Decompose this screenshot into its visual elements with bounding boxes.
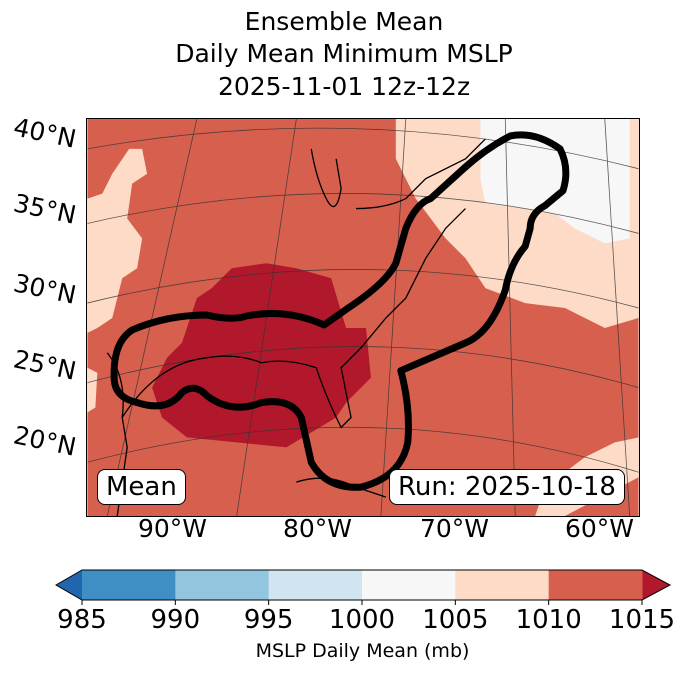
- colorbar-tick-label: 990: [150, 605, 201, 635]
- colorbar-extend-low: [56, 570, 82, 600]
- colorbar-tick-label: 995: [243, 605, 294, 635]
- lat-label-30: 30°N: [10, 268, 79, 310]
- colorbar-segment: [175, 570, 270, 600]
- colorbar-segment: [82, 570, 176, 600]
- colorbar-tick-label: 1000: [328, 605, 396, 635]
- lat-label-20: 20°N: [10, 420, 79, 462]
- colorbar-segment: [362, 570, 456, 600]
- field-white-northeast: [480, 119, 630, 244]
- colorbar-tick-label: 985: [57, 605, 107, 635]
- map-canvas: [87, 118, 639, 517]
- lon-label-80w: 80°W: [283, 514, 353, 543]
- lat-label-35: 35°N: [10, 188, 79, 230]
- contour-1010: [110, 131, 570, 491]
- lon-label-70w: 70°W: [420, 514, 490, 543]
- mean-label: Mean: [97, 469, 186, 505]
- field-light-west: [87, 148, 148, 333]
- colorbar-segment: [548, 570, 643, 600]
- map-panel: Mean Run: 2025-10-18: [86, 118, 640, 517]
- colorbar-tick-label: 1015: [608, 605, 676, 635]
- colorbar-label: MSLP Daily Mean (mb): [255, 640, 470, 662]
- run-date-label: Run: 2025-10-18: [389, 469, 625, 505]
- field-low-gulf: [152, 263, 371, 448]
- colorbar-extend-high: [642, 570, 670, 600]
- colorbar-segment: [268, 570, 363, 600]
- colorbar: [54, 569, 672, 605]
- title-line-2: Daily Mean Minimum MSLP: [175, 39, 513, 68]
- lat-label-25: 25°N: [10, 344, 79, 386]
- colorbar-tick-label: 1005: [422, 605, 489, 635]
- title-line-3: 2025-11-01 12z-12z: [217, 72, 471, 101]
- colorbar-tick-label: 1010: [515, 605, 582, 635]
- title-line-1: Ensemble Mean: [244, 7, 444, 36]
- lat-label-40: 40°N: [10, 112, 79, 154]
- graticule: [87, 118, 639, 517]
- field-light-southwest: [87, 367, 98, 413]
- lon-label-90w: 90°W: [138, 514, 208, 543]
- colorbar-segment: [455, 570, 550, 600]
- lon-label-60w: 60°W: [565, 514, 635, 543]
